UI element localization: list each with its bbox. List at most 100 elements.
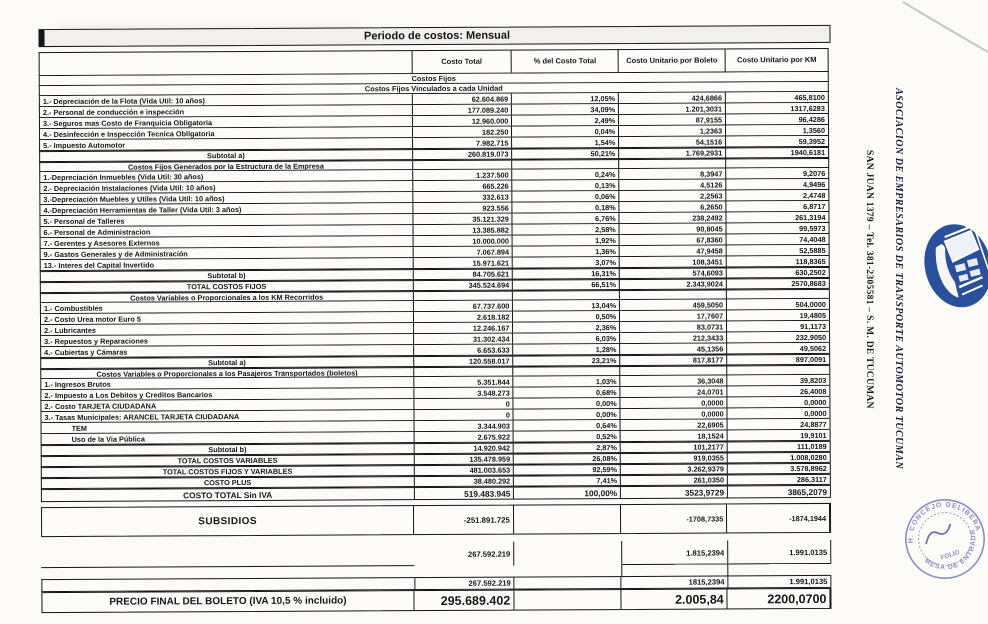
cell-pct: 2,36% [513,322,621,333]
cell-boleto: 212,3433 [620,332,728,344]
cell-km: 6,8717 [726,200,830,212]
cell-boleto [619,159,727,169]
header-cell-km: Costo Unitario por KM [725,48,829,72]
cell-costo-total: 120.558.017 [413,356,514,367]
cost-table-wrap: Periodo de costos: Mensual Costo Total %… [38,24,833,614]
cell-km: 1940,6181 [726,147,830,158]
cell-boleto: 2,2563 [619,190,727,202]
cell-km: 286,3117 [727,474,831,485]
cell-boleto: 0,0000 [620,408,728,420]
row-label [41,566,414,579]
cell-costo-total: 67.737.600 [413,300,514,312]
row-label: Uso de la Via Pública [41,432,415,445]
cell-km: 504,0000 [727,298,830,310]
cell-boleto: 101,2177 [620,442,728,453]
cell-pct: 2,58% [512,224,620,235]
cell-costo-total [414,566,514,578]
cell-costo-total: 332.613 [412,191,513,203]
cell-km: 24,8877 [727,418,831,430]
cell-costo-total: 31.302.434 [413,333,514,345]
cell-costo-total: 7.067.894 [413,246,514,258]
cell-boleto: 83,0731 [620,321,728,333]
cell-km: 1,3560 [726,124,830,136]
cell-boleto: 8,3947 [619,168,727,180]
cell-costo-total: 0 [413,409,514,421]
cell-boleto [620,290,728,300]
cell-costo-total: 519.483.945 [414,487,515,500]
cell-costo-total: 2.675.922 [414,431,515,443]
cell-km: 2200,0700 [727,588,831,609]
cell-km [726,289,830,299]
scan-corner-artifact [902,1,988,53]
cell-pct: 1,54% [512,137,620,148]
cell-boleto: 459,5050 [620,299,728,311]
cell-pct [513,291,621,300]
cell-boleto: 1.815,2394 [621,540,729,566]
council-entry-stamp: H. CONCEJO DELIBERANTE MESA DE ENTRADA F… [898,486,986,579]
row-label: PRECIO FINAL DEL BOLETO (IVA 10,5 % incl… [42,591,415,613]
cell-costo-total: 62.604.869 [412,93,513,105]
cell-costo-total: 267.592.219 [414,541,515,567]
row-label: 3.-Depreciación Muebles y Utiles (Vida U… [40,192,413,205]
cell-costo-total [413,291,514,301]
cell-costo-total: 2.618.182 [413,311,514,323]
cell-km: 232,9050 [727,331,831,343]
cell-km: 111,0189 [727,441,831,452]
cell-km: 52,5885 [726,244,830,256]
cell-pct: 1,03% [513,376,621,387]
cell-pct [514,577,622,589]
cell-costo-total: 481.003.653 [414,465,515,476]
cell-pct: 1,36% [513,246,620,257]
cell-boleto: 3.262,9379 [621,464,728,475]
cell-km: 26,4008 [727,385,831,397]
cell-pct: 12,05% [512,93,620,104]
cell-pct [514,541,621,566]
cell-costo-total: 5.351.844 [413,376,514,388]
row-label: 9.- Gastos Generales y de Administración [40,247,414,260]
row-label: 6.- Personal de Administracion [40,225,414,238]
cell-boleto: 22,6905 [620,419,728,431]
cell-costo-total: 3.344.903 [414,420,514,432]
cell-pct [512,160,620,169]
cell-costo-total: 3.548.273 [413,387,514,399]
column-header-label: Costo Unitario por Boleto [626,55,718,65]
cell-boleto [620,366,728,376]
cell-pct: 26,08% [514,454,622,464]
cell-boleto: 24,0701 [620,386,728,398]
cell-km: -1874,1944 [727,503,831,533]
cell-pct: 0,50% [513,311,621,322]
row-label: 1.- Combustibles [40,301,414,314]
cell-costo-total: -251.891.725 [414,505,514,535]
cell-km: 2,4748 [726,189,830,201]
cell-costo-total: 923.556 [412,202,513,214]
cell-pct [514,590,622,610]
cell-boleto: 1,2363 [619,125,727,137]
cell-km: 0,0000 [727,396,831,408]
association-address-vertical: SAN JUAN 1379 – Tel. 381-2305581 – S. M.… [864,150,874,409]
cell-km: 91,1173 [727,320,831,332]
cell-km: 96,4286 [726,113,829,125]
cell-km: 49,5062 [727,342,831,354]
cell-boleto: 45,1356 [620,343,728,355]
row-label: 2.- Costo TARJETA CIUDADANA [41,399,414,412]
row-label [41,542,415,569]
row-label: COSTO TOTAL Sin IVA [41,488,415,502]
cell-costo-total [412,160,513,170]
cell-pct: 0,18% [512,202,620,213]
cell-costo-total: 345.524.694 [413,280,514,291]
cell-km: 261,3194 [726,211,830,223]
cell-boleto: 6,2650 [619,201,727,213]
row-label: 2.- Depreciación Instalaciones (Vida Uti… [40,181,413,194]
cell-costo-total: 13.385.882 [413,224,513,236]
cell-km: 118,8365 [726,255,830,267]
row-label: 2.- Impuesto a Los Debitos y Creditos Ba… [41,388,414,401]
cell-km: 3865,2079 [728,485,831,498]
cell-pct: 0,24% [512,169,620,180]
cell-km: 39,8203 [727,374,831,386]
table-row: PRECIO FINAL DEL BOLETO (IVA 10,5 % incl… [41,587,832,614]
row-label: SUBSIDIOS [41,506,415,537]
cell-pct: 13,04% [513,300,621,311]
cell-boleto: 261,0350 [621,475,729,486]
cell-km: 59,3952 [726,135,830,147]
